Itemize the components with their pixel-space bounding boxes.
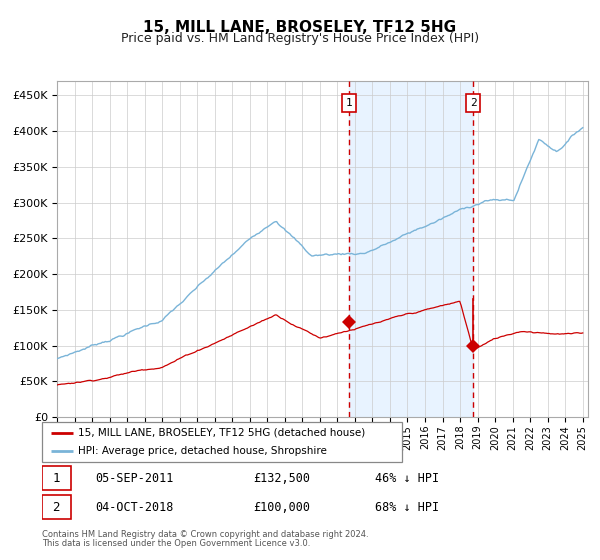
Text: 05-SEP-2011: 05-SEP-2011 xyxy=(95,472,173,485)
FancyBboxPatch shape xyxy=(42,466,71,491)
Text: 2: 2 xyxy=(470,97,476,108)
Text: Contains HM Land Registry data © Crown copyright and database right 2024.: Contains HM Land Registry data © Crown c… xyxy=(42,530,368,539)
Text: 68% ↓ HPI: 68% ↓ HPI xyxy=(374,501,439,514)
Text: 04-OCT-2018: 04-OCT-2018 xyxy=(95,501,173,514)
FancyBboxPatch shape xyxy=(42,422,402,462)
Text: 15, MILL LANE, BROSELEY, TF12 5HG (detached house): 15, MILL LANE, BROSELEY, TF12 5HG (detac… xyxy=(78,428,365,437)
Text: This data is licensed under the Open Government Licence v3.0.: This data is licensed under the Open Gov… xyxy=(42,539,310,548)
Bar xyxy=(349,81,473,417)
Text: 1: 1 xyxy=(53,472,60,485)
Text: 2: 2 xyxy=(53,501,60,514)
Text: 1: 1 xyxy=(346,97,353,108)
FancyBboxPatch shape xyxy=(42,495,71,520)
Text: 15, MILL LANE, BROSELEY, TF12 5HG: 15, MILL LANE, BROSELEY, TF12 5HG xyxy=(143,20,457,35)
Text: Price paid vs. HM Land Registry's House Price Index (HPI): Price paid vs. HM Land Registry's House … xyxy=(121,32,479,45)
Text: £100,000: £100,000 xyxy=(253,501,310,514)
Text: 46% ↓ HPI: 46% ↓ HPI xyxy=(374,472,439,485)
Text: HPI: Average price, detached house, Shropshire: HPI: Average price, detached house, Shro… xyxy=(78,446,327,456)
Text: £132,500: £132,500 xyxy=(253,472,310,485)
